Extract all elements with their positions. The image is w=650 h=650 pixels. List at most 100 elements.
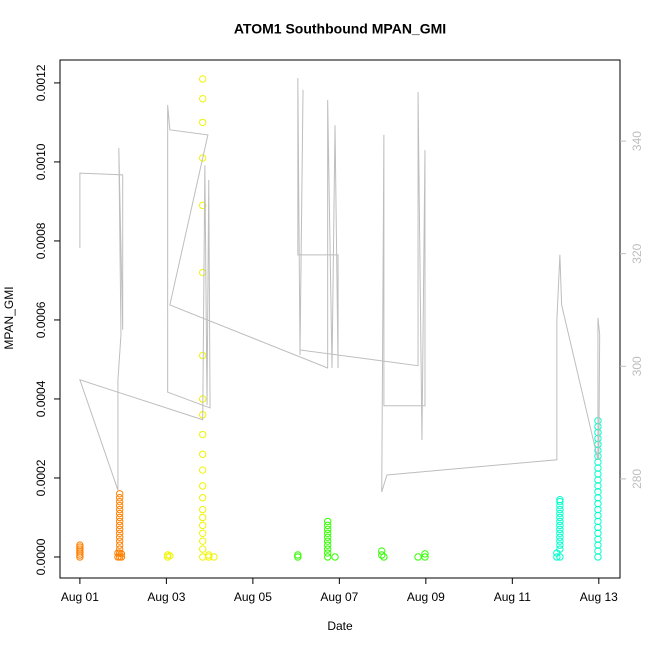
point [421,553,429,561]
point [199,118,207,127]
point [115,521,124,530]
point [380,553,388,561]
point [556,521,564,530]
point [205,553,213,561]
y-tick-label: 0.0006 [34,301,48,338]
x-tick-label: Aug 11 [494,590,531,604]
point [294,551,302,559]
point [115,517,124,526]
point [199,95,207,103]
point [323,541,332,549]
y2-tick-label: 280 [630,469,644,489]
point [323,545,332,553]
point [556,509,564,518]
x-axis-label: Date [327,619,353,633]
point [199,505,207,514]
point [199,529,207,537]
point [199,430,207,439]
point [117,550,126,558]
y-tick-label: 0.0002 [34,459,48,496]
point [294,553,302,561]
point [323,521,332,530]
y-tick-label: 0.0004 [34,380,48,417]
point [199,201,207,210]
point [199,466,207,474]
point [323,533,332,541]
point [556,553,564,561]
point [421,550,429,558]
point [115,545,124,553]
point [323,517,332,526]
point [323,553,332,561]
point [166,552,174,560]
point [556,497,564,506]
y-tick-label: 0.0010 [34,143,48,180]
x-tick-label: Aug 07 [320,590,358,604]
point [199,75,207,83]
point [556,537,564,545]
point [199,154,207,162]
x-tick-label: Aug 03 [147,590,185,604]
point [115,494,124,502]
point [115,541,124,549]
point [553,553,561,561]
point [199,494,207,502]
line [79,78,601,493]
point [414,553,422,561]
point [199,521,207,530]
point [115,509,124,518]
point [556,501,564,510]
point [199,553,207,561]
point [199,268,207,277]
point [115,537,124,545]
plot-box [59,59,621,579]
point [115,525,124,534]
y-tick-label: 0.0008 [34,222,48,259]
point [76,541,84,549]
y2-tick-label: 340 [630,131,644,151]
y-axis-label: MPAN_GMI [2,286,16,349]
point [323,529,332,537]
point [210,553,218,561]
point [76,543,84,551]
y2-tick-label: 300 [630,356,644,376]
point [323,549,332,557]
point [115,497,124,506]
point [199,537,207,545]
point [115,513,124,522]
point [199,482,207,490]
x-tick-label: Aug 01 [61,590,99,604]
x-tick-label: Aug 13 [580,590,618,604]
point [556,525,564,534]
y-tick-label: 0.0012 [34,64,48,101]
point [323,525,332,534]
point [115,529,124,537]
point [323,537,332,545]
point [556,541,564,549]
point [205,551,213,559]
point [331,553,339,561]
point [199,513,207,522]
point [117,553,126,561]
point [115,490,124,498]
point [115,533,124,541]
point [556,533,564,541]
point [199,450,207,458]
point [199,351,207,360]
point [378,551,386,559]
x-tick-label: Aug 05 [234,590,272,604]
point [556,513,564,522]
point [199,545,207,553]
point [115,501,124,510]
point [556,505,564,514]
y-tick-label: 0.0000 [34,538,48,575]
y2-tick-label: 320 [630,243,644,263]
point [115,505,124,514]
point [556,517,564,526]
chart-title: ATOM1 Southbound MPAN_GMI [234,21,446,37]
x-tick-label: Aug 09 [407,590,445,604]
point [594,553,602,561]
point [556,529,564,537]
point [556,545,564,553]
